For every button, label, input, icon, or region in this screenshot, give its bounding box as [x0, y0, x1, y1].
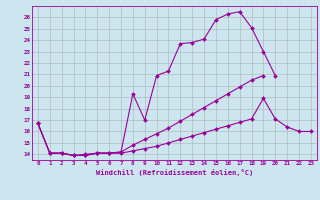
X-axis label: Windchill (Refroidissement éolien,°C): Windchill (Refroidissement éolien,°C): [96, 169, 253, 176]
